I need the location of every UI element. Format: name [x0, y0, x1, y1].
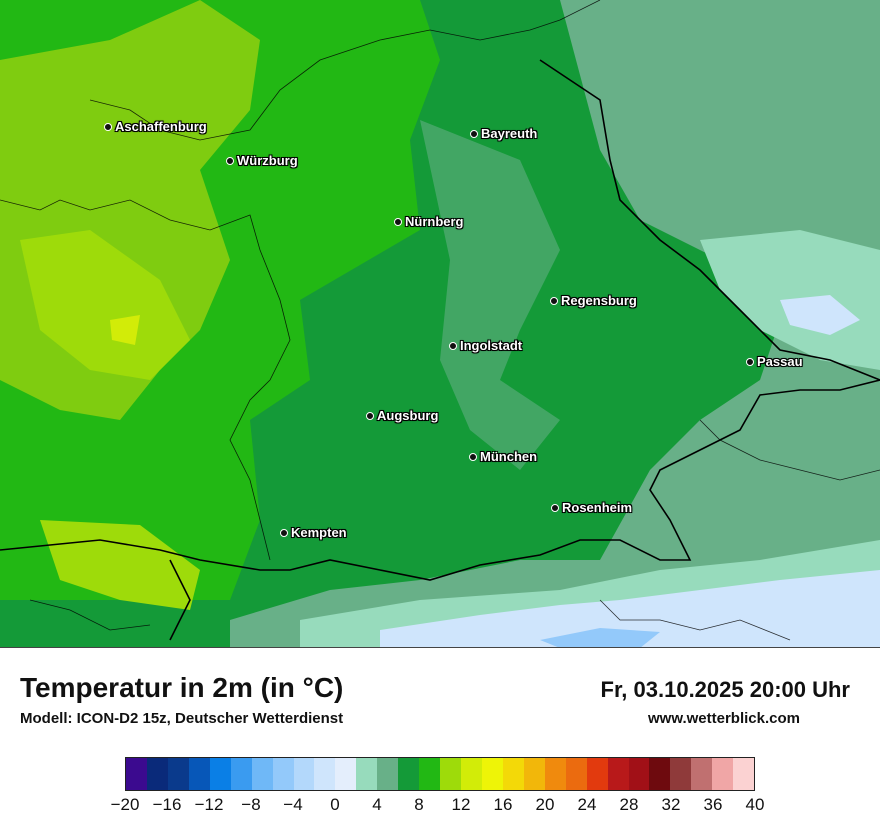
legend-swatch: [377, 758, 399, 790]
valid-datetime: Fr, 03.10.2025 20:00 Uhr: [600, 677, 851, 702]
city-marker: Regensburg: [550, 293, 637, 308]
source-website: www.wetterblick.com: [648, 710, 800, 727]
temperature-field: [0, 0, 880, 647]
legend-tick-label: −12: [194, 795, 224, 814]
state-borders: [0, 59, 880, 641]
legend-swatch: [607, 758, 629, 790]
city-marker: Rosenheim: [551, 500, 632, 515]
legend-tick-label: 20: [535, 795, 555, 814]
legend-swatch: [146, 758, 168, 790]
city-label: Aschaffenburg: [115, 119, 207, 134]
legend-swatch: [586, 758, 608, 790]
field-alps-cold: [380, 570, 880, 647]
city-dot: [226, 156, 234, 165]
city-dot: [394, 217, 402, 226]
city-marker: Bayreuth: [470, 126, 537, 141]
legend-swatch: [691, 758, 713, 790]
city-label: Augsburg: [377, 408, 439, 423]
legend-swatch: [670, 758, 692, 790]
city-dot: [449, 341, 457, 350]
legend-swatch: [251, 758, 273, 790]
legend-swatch: [398, 758, 420, 790]
legend-swatch: [293, 758, 315, 790]
temperature-map: Aschaffenburg Würzburg Bayreuth Nürnberg…: [0, 0, 880, 648]
city-marker: Augsburg: [366, 408, 438, 423]
legend-swatch: [523, 758, 545, 790]
legend-tick-label: −20: [110, 795, 140, 814]
city-marker: Aschaffenburg: [104, 119, 207, 134]
legend-swatch: [209, 758, 231, 790]
legend-swatch: [188, 758, 210, 790]
field-east-cool: [560, 0, 880, 647]
city-marker: München: [469, 449, 537, 464]
legend-swatch: [733, 758, 755, 790]
legend-tick-label: 32: [661, 795, 681, 814]
city-marker: Ingolstadt: [449, 338, 522, 353]
legend-swatch: [649, 758, 671, 790]
legend-tick-label: 12: [451, 795, 471, 814]
legend-swatch: [230, 758, 252, 790]
district-borders: [0, 0, 880, 641]
legend-swatch: [314, 758, 336, 790]
legend-tick-label: 24: [577, 795, 597, 814]
color-legend-bar: [125, 757, 755, 791]
city-dot: [366, 411, 374, 420]
city-label: Bayreuth: [481, 126, 538, 141]
legend-tick-label: 4: [372, 795, 382, 814]
city-label: Rosenheim: [562, 500, 633, 515]
city-dot: [551, 503, 559, 512]
legend-tick-label: −4: [283, 795, 303, 814]
color-legend-ticks: −20 −16 −12 −8 −4 0 4 8 12 16 20 24 28 32 36 40: [111, 795, 765, 819]
legend-tick-label: 8: [414, 795, 424, 814]
legend-swatch: [167, 758, 189, 790]
legend-swatch: [335, 758, 357, 790]
legend-swatch: [461, 758, 482, 790]
city-marker: Passau: [746, 354, 803, 369]
field-east-cold-spot: [780, 295, 860, 335]
city-label: Passau: [757, 354, 803, 369]
legend-tick-label: −8: [241, 795, 261, 814]
legend-swatch: [440, 758, 461, 790]
legend-swatch: [544, 758, 566, 790]
city-marker: Kempten: [280, 525, 347, 540]
legend-swatch: [356, 758, 378, 790]
city-dot: [746, 357, 754, 366]
city-label: Würzburg: [237, 153, 298, 168]
legend-tick-label: −16: [152, 795, 182, 814]
field-central-cool: [420, 120, 560, 470]
city-label: Ingolstadt: [460, 338, 523, 353]
legend-swatch: [272, 758, 294, 790]
field-alps-colder: [540, 628, 660, 647]
city-marker: Nürnberg: [394, 214, 464, 229]
field-yellowgreen-core: [20, 230, 190, 380]
model-caption: Modell: ICON-D2 15z, Deutscher Wetterdie…: [20, 710, 344, 727]
legend-tick-label: 16: [493, 795, 513, 814]
city-label: Regensburg: [561, 293, 637, 308]
city-dot: [550, 296, 558, 305]
city-dot: [469, 452, 477, 461]
city-dot: [280, 528, 288, 537]
city-marker: Würzburg: [226, 153, 298, 168]
city-label: Nürnberg: [405, 214, 464, 229]
city-label: Kempten: [291, 525, 347, 540]
legend-tick-label: 36: [703, 795, 723, 814]
city-label: München: [480, 449, 538, 464]
legend-swatch: [126, 758, 147, 790]
legend-swatch: [481, 758, 503, 790]
legend-swatch: [712, 758, 734, 790]
legend-swatch: [502, 758, 524, 790]
legend-swatch: [419, 758, 441, 790]
city-dot: [470, 129, 478, 138]
legend-tick-label: 0: [330, 795, 340, 814]
map-title: Temperatur in 2m (in °C): [20, 672, 344, 703]
legend-tick-label: 28: [619, 795, 639, 814]
legend-tick-label: 40: [745, 795, 765, 814]
legend-swatch: [628, 758, 650, 790]
legend-swatch: [565, 758, 587, 790]
city-dot: [104, 122, 112, 131]
field-yellow-spot: [110, 315, 140, 345]
